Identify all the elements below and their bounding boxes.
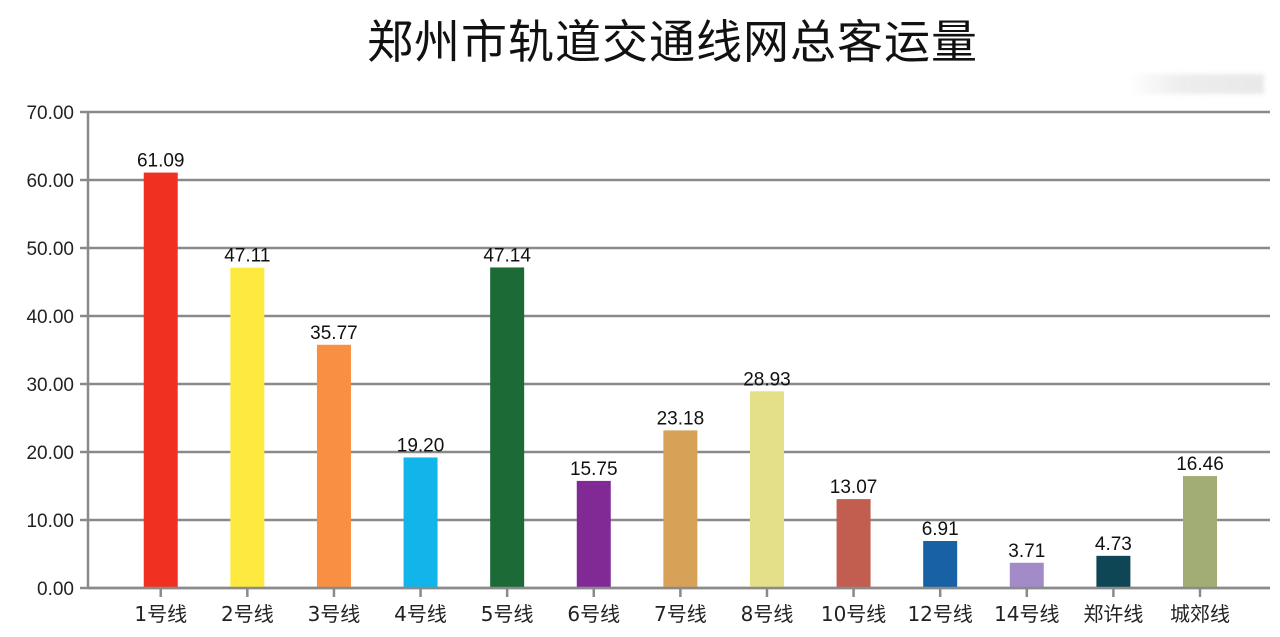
value-label: 47.14	[483, 245, 531, 266]
y-tick-label: 70.00	[26, 103, 74, 124]
y-tick-label: 60.00	[26, 171, 74, 192]
axes	[86, 111, 1270, 590]
bar	[230, 267, 265, 588]
x-tick-label: 12号线	[907, 602, 972, 626]
bar	[836, 499, 871, 588]
y-tick-label: 40.00	[26, 307, 74, 328]
x-tick-label: 5号线	[481, 602, 534, 626]
x-tick-label: 2号线	[221, 602, 274, 626]
bar	[143, 172, 178, 588]
y-tick-label: 20.00	[26, 443, 74, 464]
x-tick-label: 8号线	[741, 602, 794, 626]
x-tick-label: 14号线	[994, 602, 1059, 626]
value-label: 16.46	[1176, 454, 1224, 475]
value-label: 61.09	[137, 151, 185, 172]
bar	[923, 541, 958, 588]
x-axis-ticks: 1号线 2号线 3号线 4号线 5号线 6号线 7号线 8号线 10号线 12号线 14号线 郑许线 城…	[134, 588, 1230, 626]
y-axis-ticks: 0.00 10.00 20.00 30.00 40.00 50.00 60.00 70.00	[26, 103, 88, 600]
bars	[143, 172, 1217, 588]
bar	[490, 267, 525, 588]
chart-title: 郑州市轨道交通线网总客运量	[367, 15, 978, 69]
value-label: 19.20	[397, 435, 445, 456]
x-tick-label: 城郊线	[1170, 602, 1230, 626]
value-label: 23.18	[657, 408, 705, 429]
x-tick-label: 6号线	[567, 602, 620, 626]
y-tick-label: 0.00	[37, 579, 74, 600]
x-tick-label: 4号线	[394, 602, 447, 626]
bar	[403, 457, 438, 588]
value-label: 35.77	[310, 323, 358, 344]
x-tick-label: 郑许线	[1083, 602, 1143, 626]
value-label: 28.93	[743, 369, 791, 390]
x-tick-label: 7号线	[654, 602, 707, 626]
value-label: 15.75	[570, 459, 618, 480]
bar	[1009, 562, 1044, 588]
value-label: 13.07	[830, 477, 878, 498]
y-tick-label: 30.00	[26, 375, 74, 396]
y-tick-label: 10.00	[26, 511, 74, 532]
y-tick-label: 50.00	[26, 239, 74, 260]
value-label: 3.71	[1008, 541, 1045, 562]
bar	[749, 391, 784, 588]
value-label: 6.91	[922, 519, 959, 540]
x-tick-label: 10号线	[821, 602, 886, 626]
value-labels: 61.09 47.11 35.77 19.20 47.14 15.75 23.18 28.93…	[137, 151, 1224, 562]
bar	[316, 344, 351, 588]
value-label: 47.11	[224, 246, 270, 267]
value-label: 4.73	[1095, 534, 1132, 555]
x-tick-label: 3号线	[308, 602, 361, 626]
bar	[576, 480, 611, 588]
bar	[1183, 476, 1217, 588]
watermark	[1128, 74, 1264, 94]
bar	[663, 430, 698, 588]
x-tick-label: 1号线	[134, 602, 187, 626]
bar	[1096, 555, 1131, 588]
